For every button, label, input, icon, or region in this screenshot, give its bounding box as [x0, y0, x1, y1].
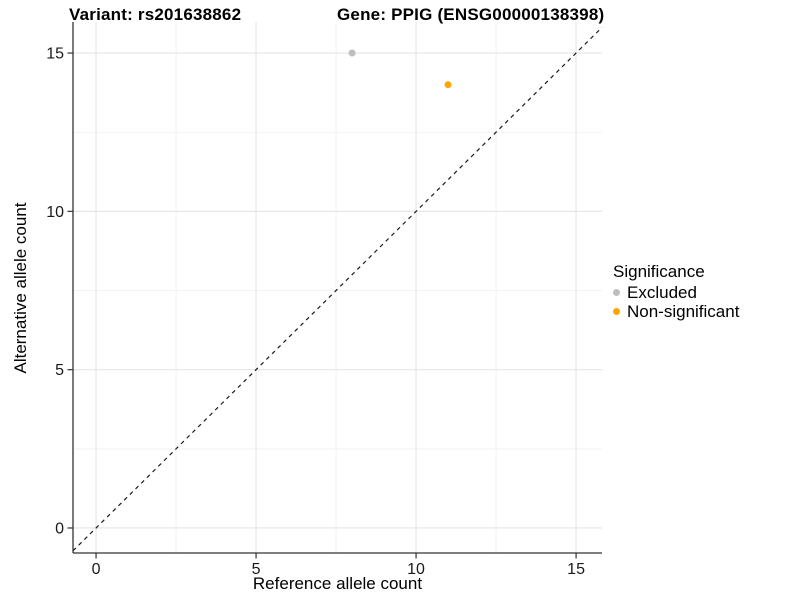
legend-key-dot [613, 289, 620, 296]
x-tick-label: 10 [407, 561, 425, 578]
plot-title-variant: Variant: rs201638862 [69, 5, 242, 24]
data-point-excluded [348, 49, 356, 57]
y-tick-label: 5 [55, 362, 64, 379]
y-tick-label: 0 [55, 520, 64, 537]
identity-line [72, 26, 603, 552]
y-tick-label: 10 [46, 204, 64, 221]
y-tick-label: 15 [46, 46, 64, 63]
x-tick-label: 0 [92, 561, 101, 578]
legend-item: Non-significant [613, 302, 739, 321]
legend-items: Excluded Non-significant [613, 283, 739, 321]
legend-key-dot [613, 308, 620, 315]
legend: Significance Excluded Non-significant [613, 262, 739, 321]
y-axis-title: Alternative allele count [11, 202, 30, 374]
legend-item-label: Non-significant [627, 302, 740, 321]
plot-title-gene: Gene: PPIG (ENSG00000138398) [337, 5, 605, 24]
x-axis-title: Reference allele count [252, 574, 423, 593]
legend-item: Excluded [613, 283, 739, 302]
x-tick-label: 5 [252, 561, 261, 578]
legend-item-label: Excluded [627, 283, 697, 302]
data-point-non-significant [444, 81, 452, 89]
x-tick-label: 15 [567, 561, 585, 578]
legend-title: Significance [613, 262, 705, 281]
